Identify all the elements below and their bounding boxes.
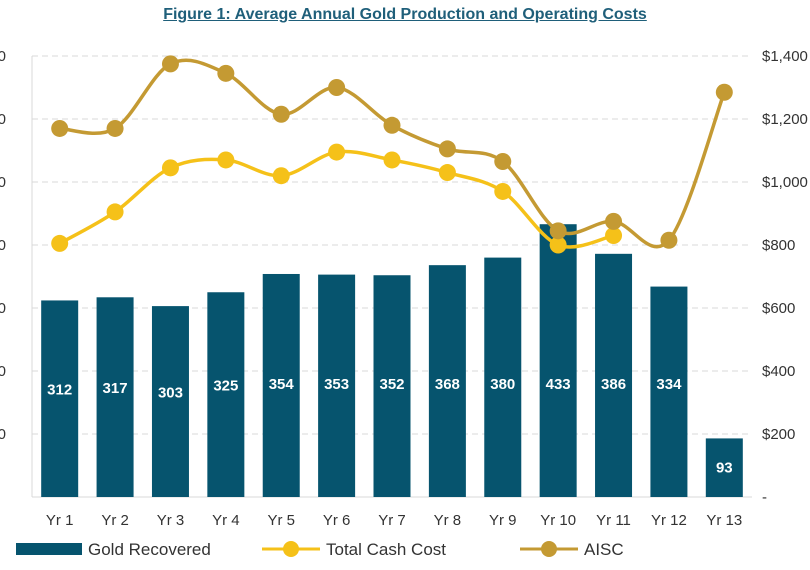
category-label: Yr 4 bbox=[212, 512, 240, 529]
right-axis-tick-label: $800 bbox=[762, 237, 795, 254]
category-label: Yr 11 bbox=[596, 512, 631, 529]
left-axis-ticks: 0 0 0 0 0 0 0 bbox=[0, 48, 6, 443]
left-axis-tick-label: 0 bbox=[0, 174, 6, 191]
category-axis-labels: Yr 1 Yr 2 Yr 3 Yr 4 Yr 5 Yr 6 Yr 7 Yr 8 Yr 9 Yr 1… bbox=[46, 512, 742, 529]
bar-data-labels: 312 317 303 325 354 353 352 368 380 433 386 334 93 bbox=[47, 376, 732, 477]
point-aisc bbox=[106, 119, 124, 137]
point-total-cash-cost bbox=[549, 236, 567, 254]
category-label: Yr 13 bbox=[706, 512, 742, 529]
right-axis-ticks: - $200 $400 $600 $800 $1,000 $1,200 $1,400 bbox=[762, 48, 808, 506]
point-total-cash-cost bbox=[51, 234, 69, 252]
bar-data-label: 303 bbox=[158, 385, 183, 402]
bar bbox=[41, 300, 79, 497]
bar bbox=[151, 306, 189, 497]
legend-label-total-cash-cost: Total Cash Cost bbox=[326, 540, 446, 559]
point-aisc bbox=[51, 119, 69, 137]
bar-data-label: 352 bbox=[379, 376, 404, 393]
point-aisc bbox=[549, 222, 567, 240]
bar-series-gold-recovered bbox=[41, 224, 743, 497]
point-total-cash-cost bbox=[161, 159, 179, 177]
category-label: Yr 2 bbox=[101, 512, 129, 529]
bar bbox=[595, 253, 633, 497]
right-axis-tick-label: $400 bbox=[762, 363, 795, 380]
bar bbox=[373, 275, 411, 497]
category-label: Yr 8 bbox=[434, 512, 462, 529]
point-aisc bbox=[494, 153, 512, 171]
left-axis-tick-label: 0 bbox=[0, 426, 6, 443]
bar bbox=[318, 274, 356, 497]
point-aisc bbox=[660, 231, 678, 249]
bar bbox=[262, 273, 300, 497]
bar-data-label: 354 bbox=[269, 376, 295, 393]
point-aisc bbox=[328, 79, 346, 96]
legend-label-gold-recovered: Gold Recovered bbox=[88, 540, 211, 559]
bar-data-label: 325 bbox=[213, 378, 238, 395]
bar bbox=[96, 297, 134, 497]
bar-data-label: 317 bbox=[103, 380, 128, 397]
point-total-cash-cost bbox=[217, 151, 235, 169]
point-aisc bbox=[438, 140, 456, 158]
point-aisc bbox=[383, 116, 401, 134]
category-label: Yr 3 bbox=[157, 512, 185, 529]
category-label: Yr 9 bbox=[489, 512, 517, 529]
legend-swatch-gold-recovered bbox=[16, 543, 82, 555]
point-total-cash-cost bbox=[272, 167, 290, 185]
category-label: Yr 5 bbox=[267, 512, 295, 529]
line-series bbox=[51, 55, 733, 254]
point-total-cash-cost bbox=[106, 203, 124, 221]
right-axis-tick-label: - bbox=[762, 489, 767, 506]
point-aisc bbox=[217, 64, 235, 82]
bar bbox=[539, 224, 577, 497]
right-axis-tick-label: $1,400 bbox=[762, 48, 808, 65]
point-total-cash-cost bbox=[438, 164, 456, 182]
point-total-cash-cost bbox=[494, 182, 512, 200]
chart-title: Figure 1: Average Annual Gold Production… bbox=[163, 6, 647, 23]
right-axis-tick-label: $1,200 bbox=[762, 111, 808, 128]
bar bbox=[650, 286, 688, 497]
bar-data-label: 334 bbox=[656, 376, 682, 393]
category-label: Yr 1 bbox=[46, 512, 74, 529]
legend-label-aisc: AISC bbox=[584, 540, 624, 559]
bar-data-label: 386 bbox=[601, 376, 626, 393]
bar bbox=[207, 292, 245, 497]
bar bbox=[705, 438, 743, 497]
point-aisc bbox=[715, 83, 733, 101]
point-total-cash-cost bbox=[383, 151, 401, 169]
bar bbox=[484, 257, 522, 497]
category-label: Yr 12 bbox=[651, 512, 687, 529]
left-axis-tick-label: 0 bbox=[0, 237, 6, 254]
right-axis-tick-label: $200 bbox=[762, 426, 795, 443]
bar-data-label: 368 bbox=[435, 376, 460, 393]
bar-data-label: 93 bbox=[716, 460, 733, 477]
bar bbox=[428, 265, 466, 497]
left-axis-tick-label: 0 bbox=[0, 363, 6, 380]
legend: Gold Recovered Total Cash Cost AISC bbox=[16, 540, 624, 559]
bar-data-label: 312 bbox=[47, 382, 72, 399]
left-axis-tick-label: 0 bbox=[0, 48, 6, 65]
left-axis-tick-label: 0 bbox=[0, 300, 6, 317]
point-total-cash-cost bbox=[605, 227, 623, 245]
left-axis-tick-label: 0 bbox=[0, 111, 6, 128]
legend-marker-total-cash-cost bbox=[283, 541, 299, 557]
right-axis-tick-label: $600 bbox=[762, 300, 795, 317]
category-label: Yr 10 bbox=[540, 512, 576, 529]
bar-data-label: 380 bbox=[490, 376, 515, 393]
bar-data-label: 433 bbox=[546, 376, 571, 393]
point-total-cash-cost bbox=[328, 143, 346, 161]
category-label: Yr 7 bbox=[378, 512, 406, 529]
legend-marker-aisc bbox=[541, 541, 557, 557]
point-aisc bbox=[605, 212, 623, 230]
category-label: Yr 6 bbox=[323, 512, 351, 529]
point-aisc bbox=[272, 105, 290, 123]
point-aisc bbox=[161, 55, 179, 73]
bar-data-label: 353 bbox=[324, 376, 349, 393]
right-axis-tick-label: $1,000 bbox=[762, 174, 808, 191]
